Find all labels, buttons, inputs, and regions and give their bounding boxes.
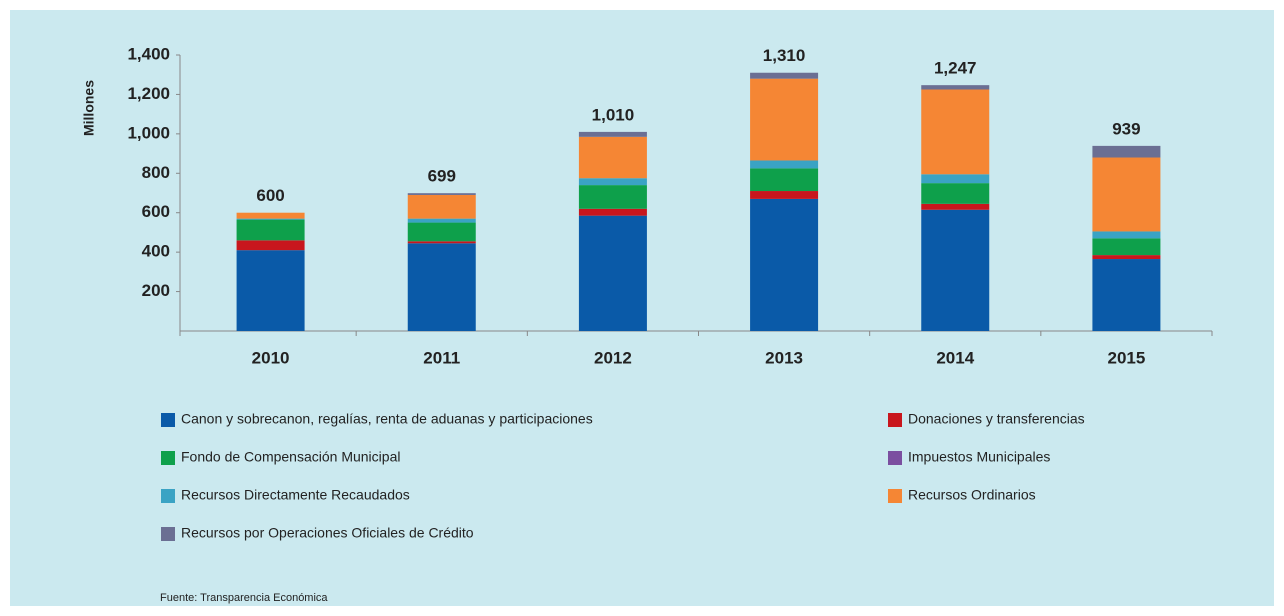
- legend-label: Recursos por Operaciones Oficiales de Cr…: [181, 525, 474, 541]
- y-tick-label: 1,200: [127, 84, 170, 103]
- bar-segment: [578, 178, 647, 186]
- bar-segment: [750, 191, 819, 199]
- total-label: 1,310: [763, 46, 806, 65]
- total-label: 600: [256, 186, 284, 205]
- bar-segment: [236, 250, 305, 331]
- bar-segment: [921, 209, 990, 331]
- bar-segment: [750, 72, 819, 79]
- bar-segment: [578, 215, 647, 331]
- legend-label: Impuestos Municipales: [908, 449, 1050, 465]
- y-tick-label: 400: [142, 242, 170, 261]
- y-tick-label: 200: [142, 281, 170, 300]
- bar-segment: [236, 240, 305, 251]
- x-tick-label: 2011: [423, 348, 460, 367]
- bar-segment: [750, 160, 819, 169]
- bar-segment: [750, 168, 819, 192]
- bar-segment: [921, 203, 990, 210]
- bar-segment: [407, 241, 476, 244]
- x-tick-label: 2012: [594, 348, 632, 367]
- y-tick-label: 1,400: [127, 44, 170, 63]
- x-tick-label: 2013: [765, 348, 803, 367]
- bar-segment: [750, 78, 819, 161]
- legend-swatch: [161, 413, 175, 427]
- bar-segment: [407, 243, 476, 331]
- total-label: 699: [428, 167, 456, 186]
- legend-swatch: [888, 413, 902, 427]
- bar-segment: [1092, 231, 1161, 239]
- bar-segment: [921, 183, 990, 204]
- bar-segment: [921, 85, 990, 90]
- bar-segment: [236, 212, 305, 219]
- bar-segment: [578, 185, 647, 209]
- bar-segment: [921, 174, 990, 184]
- bar-segment: [578, 208, 647, 216]
- x-tick-label: 2014: [936, 348, 974, 367]
- bar-segment: [407, 222, 476, 242]
- bar-segment: [1092, 238, 1161, 256]
- legend-swatch: [161, 489, 175, 503]
- bar-segment: [1092, 145, 1161, 158]
- bar-segment: [750, 198, 819, 331]
- bar-segment: [236, 219, 305, 241]
- bar-segment: [407, 194, 476, 219]
- legend-swatch: [888, 489, 902, 503]
- legend-swatch: [161, 451, 175, 465]
- source: Fuente: Transparencia Económica: [160, 592, 328, 604]
- bar-segment: [407, 218, 476, 223]
- legend-label: Fondo de Compensación Municipal: [181, 449, 400, 465]
- total-label: 939: [1112, 119, 1140, 138]
- bar-segment: [1092, 255, 1161, 260]
- bar-segment: [407, 193, 476, 195]
- x-tick-label: 2010: [252, 348, 290, 367]
- y-tick-label: 600: [142, 202, 170, 221]
- bar-segment: [578, 131, 647, 137]
- bar-segment: [921, 89, 990, 175]
- x-tick-label: 2015: [1108, 348, 1146, 367]
- legend-swatch: [888, 451, 902, 465]
- bar-segment: [1092, 259, 1161, 331]
- total-label: 1,010: [592, 105, 635, 124]
- bar-segment: [578, 136, 647, 179]
- total-label: 1,247: [934, 59, 977, 78]
- y-tick-label: 800: [142, 163, 170, 182]
- legend-label: Donaciones y transferencias: [908, 411, 1085, 427]
- legend-label: Recursos Directamente Recaudados: [181, 487, 410, 503]
- y-axis-label: Millones: [81, 80, 97, 136]
- legend-label: Recursos Ordinarios: [908, 487, 1036, 503]
- bar-segment: [236, 218, 305, 220]
- y-tick-label: 1,000: [127, 123, 170, 142]
- bar-segment: [1092, 157, 1161, 232]
- legend-label: Canon y sobrecanon, regalías, renta de a…: [181, 411, 593, 427]
- legend-swatch: [161, 527, 175, 541]
